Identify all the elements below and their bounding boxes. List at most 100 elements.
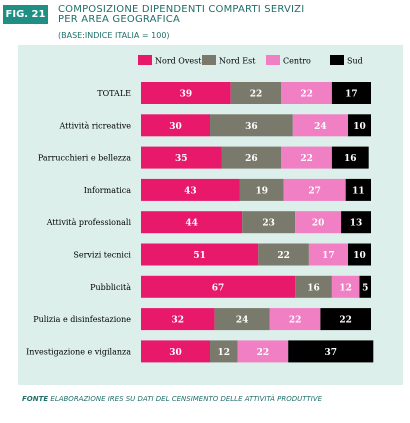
value-label-pulizia-e-disinfestazione-centro: 22 [289,316,302,326]
bar-attivita-professionali-centro [295,211,342,234]
bar-attivita-ricreative-nord-ovest [141,114,210,137]
category-label-parrucchieri-e-bellezza: Parrucchieri e bellezza [38,154,131,163]
bar-attivita-ricreative-sud [348,114,371,137]
value-label-attivita-professionali-sud: 13 [350,219,363,229]
bar-pulizia-e-disinfestazione-nord-ovest [141,308,215,331]
value-label-informatica-centro: 27 [308,186,321,196]
bar-parrucchieri-e-bellezza-nord-est [221,146,282,169]
bar-informatica-nord-ovest [141,178,240,201]
value-label-attivita-ricreative-nord-est: 36 [245,122,258,132]
figure-tag: FIG. 21 [3,5,48,24]
chart-subtitle: (BASE:INDICE ITALIA = 100) [58,31,170,40]
value-label-servizi-tecnici-nord-est: 22 [277,251,290,261]
value-label-totale-centro: 22 [300,90,313,100]
bar-attivita-professionali-nord-est [242,211,296,234]
source-note: FONTE ELABORAZIONE IRES SU DATI DEL CENS… [22,395,322,403]
bar-parrucchieri-e-bellezza-centro [281,146,332,169]
value-label-servizi-tecnici-centro: 17 [322,251,335,261]
chart-bars: TOTALE 39 22 22 17 Attività ricreative 30 36 24 1… [26,82,374,363]
value-label-parrucchieri-e-bellezza-nord-est: 26 [245,154,258,164]
bar-servizi-tecnici-sud [348,243,371,266]
chart-title-line-2: PER AREA GEOGRAFICA [58,14,180,25]
value-label-informatica-sud: 11 [352,186,365,196]
value-label-pubblicita-nord-est: 16 [307,283,320,293]
category-label-pubblicita: Pubblicità [90,283,131,292]
value-label-pubblicita-centro: 12 [339,283,352,293]
bar-pulizia-e-disinfestazione-nord-est [214,308,270,331]
value-label-investigazione-e-vigilanza-nord-est: 12 [218,348,231,358]
bar-servizi-tecnici-nord-ovest [141,243,259,266]
legend-swatch-sud [330,55,344,65]
bar-totale-centro [281,82,332,104]
bar-pulizia-e-disinfestazione-centro [269,308,321,331]
value-label-pulizia-e-disinfestazione-nord-ovest: 32 [172,316,185,326]
bar-attivita-professionali-nord-ovest [141,211,243,234]
value-label-pubblicita-nord-ovest: 67 [212,283,225,293]
bar-pubblicita-nord-est [295,275,332,298]
category-label-informatica: Informatica [84,186,132,195]
bar-informatica-sud [345,178,371,201]
value-label-attivita-ricreative-centro: 24 [314,122,327,132]
value-label-parrucchieri-e-bellezza-centro: 22 [300,154,313,164]
legend-label-nord-ovest: Nord Ovest [155,57,202,66]
value-label-attivita-ricreative-nord-ovest: 30 [169,122,182,132]
bar-informatica-centro [283,178,346,201]
bar-investigazione-e-vigilanza-sud [288,340,374,363]
stacked-bar-chart: Nord Ovest Nord Est Centro Sud TOTALE 39 22 22… [26,55,374,363]
category-label-pulizia-e-disinfestazione: Pulizia e disinfestazione [33,315,131,324]
value-label-parrucchieri-e-bellezza-nord-ovest: 35 [175,154,188,164]
value-label-informatica-nord-ovest: 43 [184,186,197,196]
value-label-parrucchieri-e-bellezza-sud: 16 [344,154,357,164]
source-label: FONTE [22,395,49,403]
bar-parrucchieri-e-bellezza-sud [331,146,369,169]
value-label-totale-nord-est: 22 [250,90,263,100]
legend-label-nord-est: Nord Est [219,57,256,66]
value-label-totale-sud: 17 [345,90,358,100]
category-label-totale: TOTALE [97,89,131,98]
category-label-attivita-professionali: Attività professionali [46,218,132,227]
chart-title-line-1: COMPOSIZIONE DIPENDENTI COMPARTI SERVIZI [58,4,305,15]
value-label-attivita-professionali-nord-ovest: 44 [185,219,198,229]
legend-label-centro: Centro [283,57,311,66]
bar-pubblicita-sud [359,275,371,298]
value-label-totale-nord-ovest: 39 [180,90,193,100]
chart-title: COMPOSIZIONE DIPENDENTI COMPARTI SERVIZI… [58,5,358,25]
legend-swatch-nord-ovest [138,55,152,65]
bar-pulizia-e-disinfestazione-sud [320,308,371,331]
legend-swatch-centro [266,55,280,65]
bar-informatica-nord-est [239,178,284,201]
bar-investigazione-e-vigilanza-nord-est [210,340,238,363]
bar-totale-nord-est [230,82,282,104]
value-label-attivita-professionali-nord-est: 23 [262,219,275,229]
value-label-investigazione-e-vigilanza-centro: 22 [257,348,270,358]
legend-swatch-nord-est [202,55,216,65]
bar-servizi-tecnici-nord-est [258,243,309,266]
value-label-pulizia-e-disinfestazione-nord-est: 24 [236,316,249,326]
chart-legend: Nord Ovest Nord Est Centro Sud [138,55,363,66]
chart-panel: Nord Ovest Nord Est Centro Sud TOTALE 39 22 22… [18,45,403,385]
value-label-pulizia-e-disinfestazione-sud: 22 [339,316,352,326]
category-label-investigazione-e-vigilanza: Investigazione e vigilanza [26,347,131,356]
category-label-attivita-ricreative: Attività ricreative [59,121,132,130]
value-label-attivita-ricreative-sud: 10 [353,122,366,132]
bar-attivita-ricreative-centro [292,114,348,137]
bar-pubblicita-centro [331,275,360,298]
bar-attivita-professionali-sud [341,211,371,234]
bar-attivita-ricreative-nord-est [210,114,293,137]
category-label-servizi-tecnici: Servizi tecnici [73,251,131,260]
bar-totale-nord-ovest [141,82,231,104]
legend-label-sud: Sud [347,57,363,66]
value-label-informatica-nord-est: 19 [255,186,268,196]
value-label-servizi-tecnici-nord-ovest: 51 [193,251,206,261]
value-label-attivita-professionali-centro: 20 [312,219,325,229]
value-label-servizi-tecnici-sud: 10 [353,251,366,261]
bar-parrucchieri-e-bellezza-nord-ovest [141,146,222,169]
bar-investigazione-e-vigilanza-nord-ovest [141,340,210,363]
value-label-pubblicita-sud: 5 [362,283,368,293]
bar-servizi-tecnici-centro [308,243,348,266]
bar-totale-sud [331,82,371,104]
source-text: ELABORAZIONE IRES SU DATI DEL CENSIMENTO… [50,395,323,403]
bar-investigazione-e-vigilanza-centro [237,340,289,363]
value-label-investigazione-e-vigilanza-nord-ovest: 30 [169,348,182,358]
